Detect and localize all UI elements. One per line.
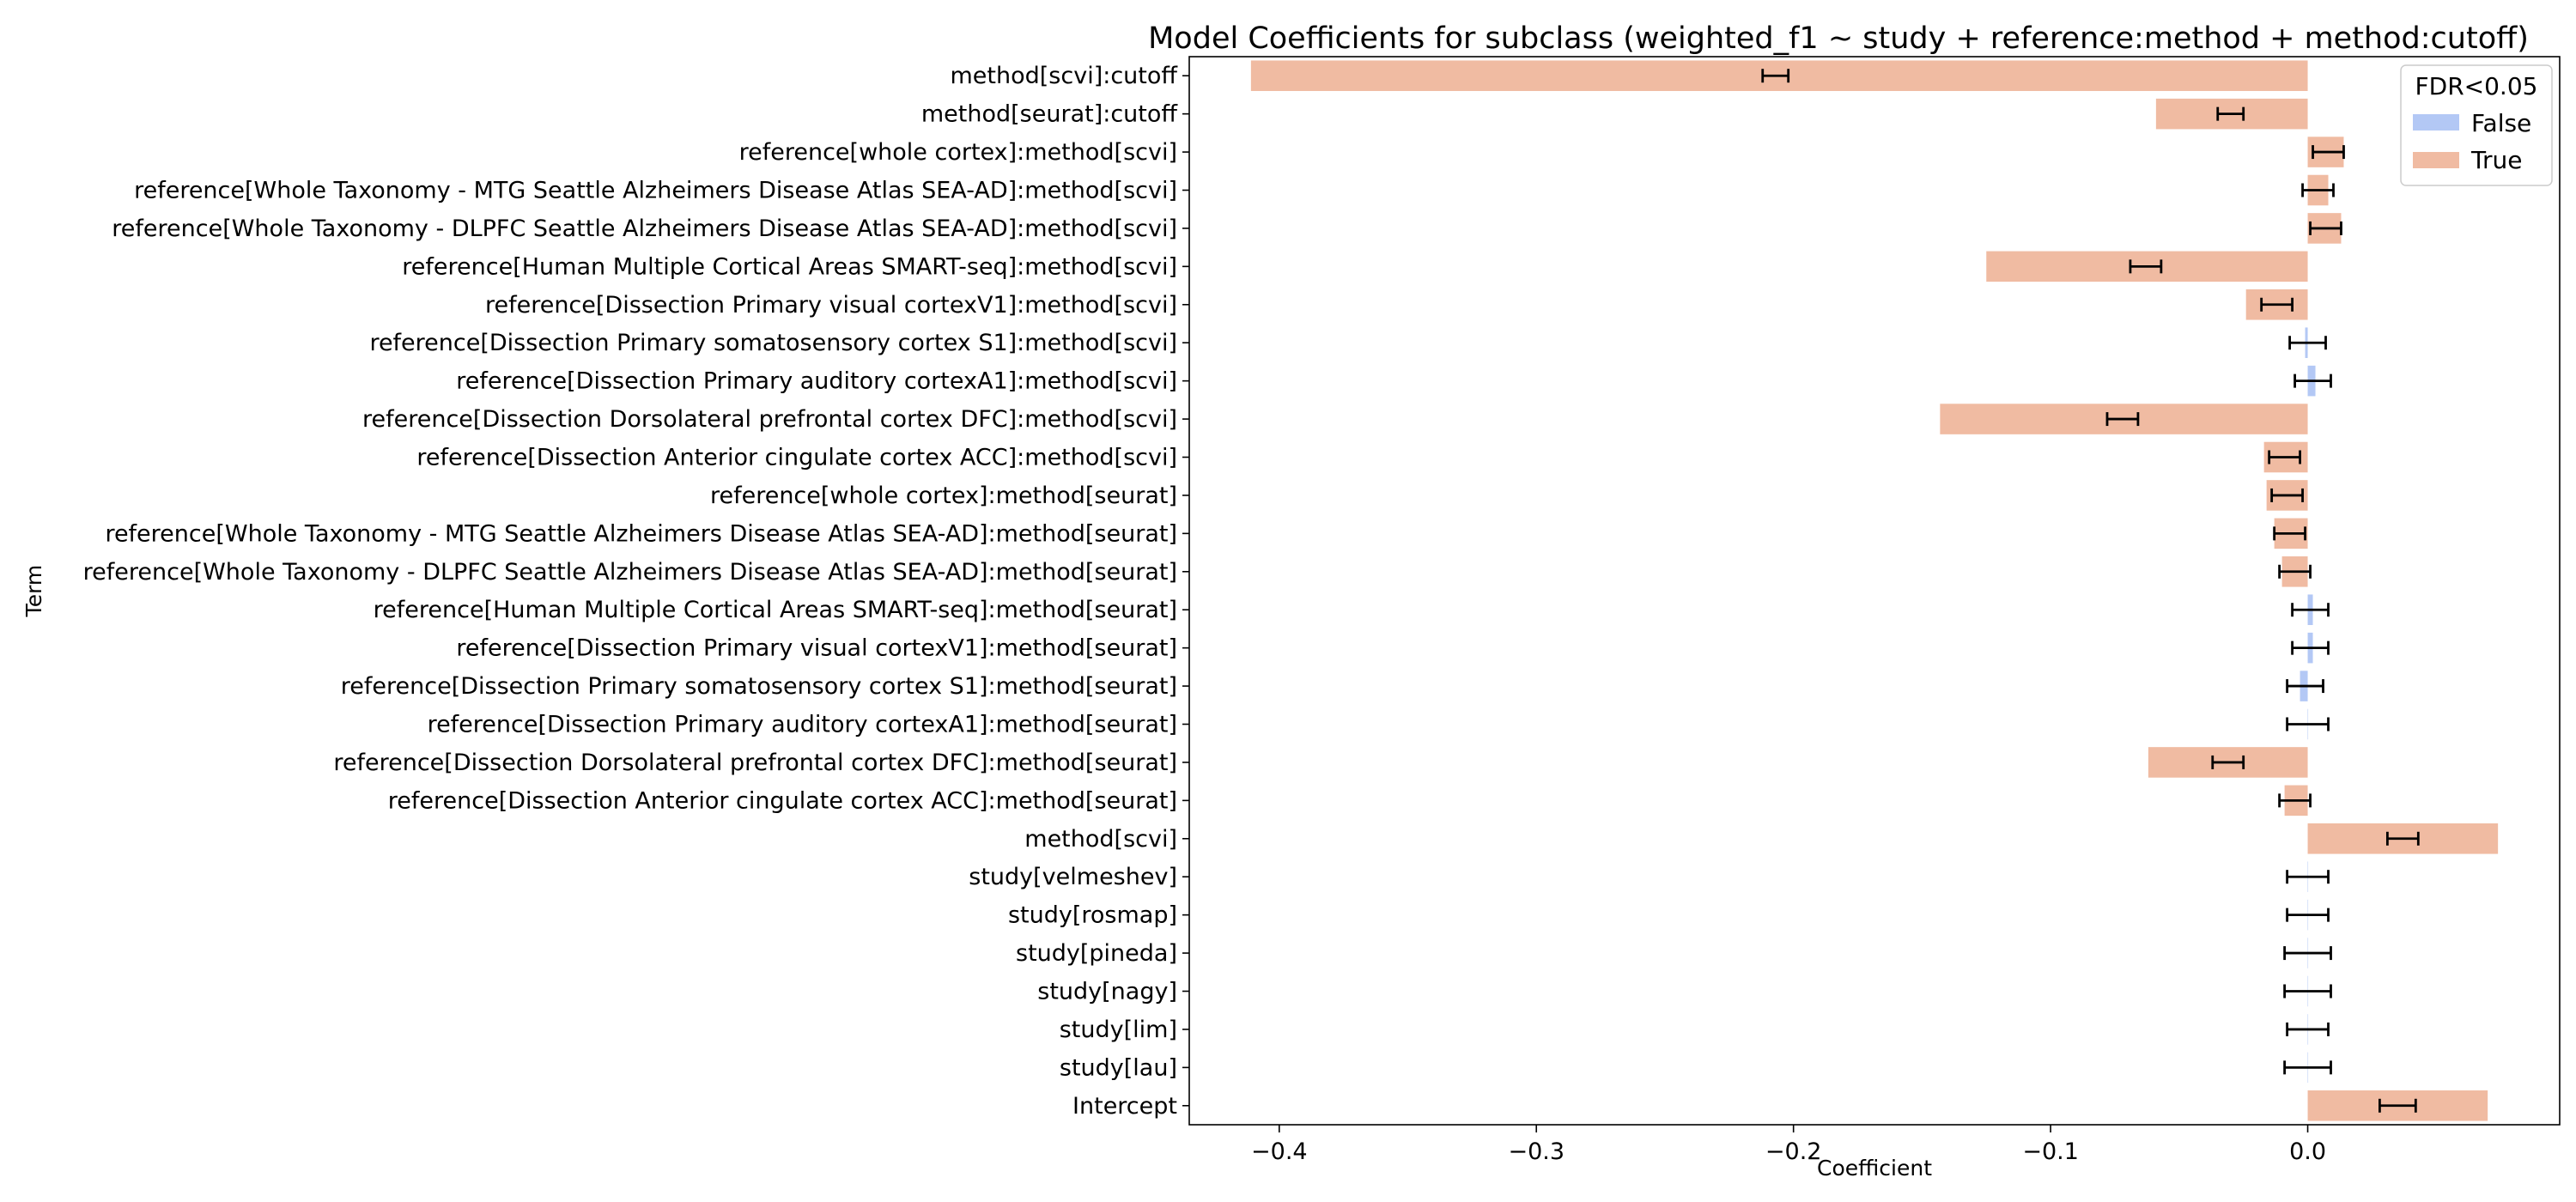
legend-swatch-false xyxy=(2413,114,2459,131)
legend: FDR<0.05 False True xyxy=(2400,64,2553,186)
y-tick-label-1: method[seurat]:cutoff xyxy=(921,101,1179,128)
y-tick-label-16: reference[Dissection Primary somatosenso… xyxy=(341,673,1177,700)
y-tick-label-10: reference[Dissection Anterior cingulate … xyxy=(416,445,1177,471)
error-bar-22 xyxy=(2286,908,2330,922)
y-tick-label-21: study[velmeshev] xyxy=(969,864,1177,890)
legend-label-false: False xyxy=(2471,109,2531,137)
bars-layer xyxy=(1250,60,2499,1121)
error-bar-23 xyxy=(2283,946,2332,961)
y-tick-label-17: reference[Dissection Primary auditory co… xyxy=(428,712,1177,738)
y-tick-label-18: reference[Dissection Dorsolateral prefro… xyxy=(333,750,1177,776)
y-tick-label-22: study[rosmap] xyxy=(1008,902,1177,929)
error-bar-18 xyxy=(2211,755,2245,769)
error-bar-11 xyxy=(2270,488,2304,502)
x-axis-title: Coefficient xyxy=(1817,1156,1932,1181)
error-bar-20 xyxy=(2385,831,2420,846)
error-bar-13 xyxy=(2278,564,2312,579)
error-bar-2 xyxy=(2312,145,2345,160)
y-tick-label-9: reference[Dissection Dorsolateral prefro… xyxy=(362,406,1177,433)
error-bar-8 xyxy=(2293,373,2332,388)
y-tick-label-4: reference[Whole Taxonomy - DLPFC Seattle… xyxy=(112,216,1177,242)
y-tick-label-24: study[nagy] xyxy=(1037,979,1177,1005)
plot-frame xyxy=(1188,56,2561,1126)
error-bar-10 xyxy=(2268,450,2301,464)
error-bar-9 xyxy=(2105,412,2140,427)
y-tick-label-20: method[scvi] xyxy=(1024,826,1177,853)
error-bar-12 xyxy=(2273,526,2306,541)
y-tick-label-3: reference[Whole Taxonomy - MTG Seattle A… xyxy=(134,178,1177,204)
y-tick-label-5: reference[Human Multiple Cortical Areas … xyxy=(402,253,1177,280)
error-bar-15 xyxy=(2291,640,2330,655)
error-bar-3 xyxy=(2301,183,2335,197)
error-bar-26 xyxy=(2283,1060,2332,1075)
chart-title: Model Coefficients for subclass (weighte… xyxy=(1148,21,2529,56)
y-tick-label-23: study[pineda] xyxy=(1016,940,1177,967)
x-tick-label-2: −0.2 xyxy=(1765,1138,1822,1165)
y-tick-labels: method[scvi]:cutoff method[seurat]:cutoff… xyxy=(83,63,1189,1120)
y-tick-label-15: reference[Dissection Primary visual cort… xyxy=(456,635,1177,662)
error-bar-6 xyxy=(2260,297,2293,312)
errorbars-layer xyxy=(1761,69,2420,1113)
y-tick-label-26: study[lau] xyxy=(1060,1054,1177,1081)
y-tick-label-2: reference[whole cortex]:method[scvi] xyxy=(739,139,1177,166)
y-tick-label-14: reference[Human Multiple Cortical Areas … xyxy=(374,597,1177,623)
x-tick-label-1: −0.3 xyxy=(1508,1138,1564,1165)
error-bar-25 xyxy=(2286,1022,2330,1036)
error-bar-21 xyxy=(2286,870,2330,884)
x-tick-labels: −0.4 −0.3 −0.2 −0.1 0.0 xyxy=(1251,1125,2326,1165)
y-tick-label-19: reference[Dissection Anterior cingulate … xyxy=(388,787,1177,814)
y-tick-label-6: reference[Dissection Primary visual cort… xyxy=(485,292,1177,319)
error-bar-24 xyxy=(2283,984,2332,999)
error-bar-1 xyxy=(2216,106,2245,121)
error-bar-5 xyxy=(2129,259,2163,274)
y-tick-label-12: reference[Whole Taxonomy - MTG Seattle A… xyxy=(105,520,1177,547)
y-tick-label-25: study[lim] xyxy=(1060,1017,1177,1043)
error-bar-0 xyxy=(1761,69,1790,83)
error-bar-16 xyxy=(2286,679,2324,694)
error-bar-19 xyxy=(2278,793,2312,808)
error-bar-14 xyxy=(2291,603,2330,617)
y-tick-label-0: method[scvi]:cutoff xyxy=(951,63,1179,89)
x-tick-label-0: −0.4 xyxy=(1251,1138,1308,1165)
error-bar-17 xyxy=(2286,717,2330,732)
legend-title: FDR<0.05 xyxy=(2415,72,2538,100)
legend-swatch-true xyxy=(2413,152,2459,168)
error-bar-4 xyxy=(2309,221,2342,235)
y-tick-label-13: reference[Whole Taxonomy - DLPFC Seattle… xyxy=(83,559,1177,586)
x-tick-label-3: −0.1 xyxy=(2022,1138,2079,1165)
legend-label-true: True xyxy=(2470,146,2522,174)
y-tick-label-8: reference[Dissection Primary auditory co… xyxy=(456,368,1177,395)
error-bar-7 xyxy=(2288,336,2327,350)
y-tick-label-11: reference[whole cortex]:method[seurat] xyxy=(710,483,1177,509)
error-bar-27 xyxy=(2378,1098,2417,1113)
x-tick-label-4: 0.0 xyxy=(2289,1138,2326,1165)
y-tick-label-7: reference[Dissection Primary somatosenso… xyxy=(369,330,1177,356)
y-axis-title: Term xyxy=(21,565,46,618)
y-tick-label-27: Intercept xyxy=(1072,1093,1177,1120)
